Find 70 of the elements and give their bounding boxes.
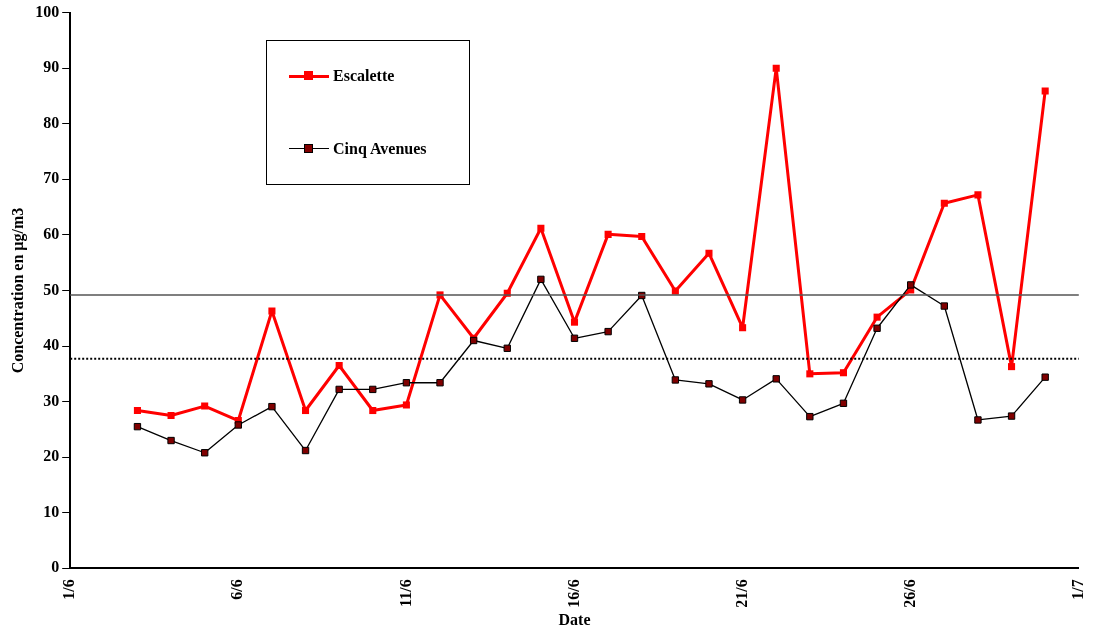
x-tick-label: 11/6 [396, 579, 414, 607]
legend-label: Cinq Avenues [333, 140, 427, 158]
y-tick-label: 10 [43, 502, 60, 520]
point [268, 307, 276, 315]
point [873, 324, 881, 332]
point [974, 416, 982, 424]
point [133, 422, 142, 431]
point [1007, 412, 1016, 420]
point [705, 380, 713, 388]
point [940, 302, 948, 310]
point [873, 313, 881, 321]
point [772, 64, 780, 72]
y-tick-label: 60 [43, 225, 60, 243]
point [638, 233, 646, 241]
x-tick-label: 1/7 [1068, 579, 1086, 600]
point [201, 402, 209, 410]
point [201, 449, 209, 457]
point [671, 376, 680, 384]
y-tick-label: 90 [43, 58, 60, 76]
point [402, 379, 411, 387]
point [839, 369, 847, 377]
y-tick-label: 50 [43, 280, 60, 298]
point [907, 281, 915, 289]
y-tick-label: 40 [43, 336, 60, 354]
x-axis-title: Date [558, 610, 591, 628]
point [335, 361, 343, 370]
point [705, 249, 713, 257]
x-tick-label: 6/6 [228, 579, 246, 600]
y-tick-label: 20 [43, 447, 60, 465]
point [234, 421, 242, 429]
point [806, 412, 814, 421]
x-tick-label: 1/6 [60, 579, 78, 600]
point [301, 446, 310, 455]
y-axis-title: Concentration en µg/m3 [8, 207, 27, 374]
point [570, 334, 579, 342]
point [739, 324, 747, 332]
point [167, 436, 175, 445]
x-tick-label: 21/6 [732, 579, 750, 608]
point [1008, 363, 1016, 371]
point [570, 318, 579, 326]
point [167, 411, 175, 420]
legend-label: Escalette [333, 67, 395, 85]
point [503, 344, 511, 352]
point [1041, 87, 1049, 95]
point [369, 385, 377, 394]
x-tick-label: 16/6 [564, 579, 582, 608]
y-tick-label: 30 [43, 391, 60, 409]
point [537, 275, 545, 284]
point [1041, 373, 1049, 381]
point [604, 327, 612, 336]
y-tick-label: 80 [43, 113, 60, 131]
y-tick-label: 70 [43, 169, 60, 187]
y-tick-label: 0 [51, 558, 60, 576]
point [402, 401, 410, 409]
point [268, 402, 276, 411]
point [302, 406, 310, 415]
x-tick-label: 26/6 [900, 579, 918, 608]
point [772, 375, 780, 383]
point [436, 379, 444, 387]
point [537, 224, 545, 232]
point [940, 199, 948, 207]
point [133, 406, 141, 415]
point [839, 399, 848, 407]
point [738, 396, 747, 404]
point [604, 230, 612, 238]
point [335, 385, 343, 394]
point [369, 406, 377, 415]
y-tick-label: 100 [35, 2, 60, 20]
point [806, 370, 814, 378]
point [974, 191, 982, 199]
